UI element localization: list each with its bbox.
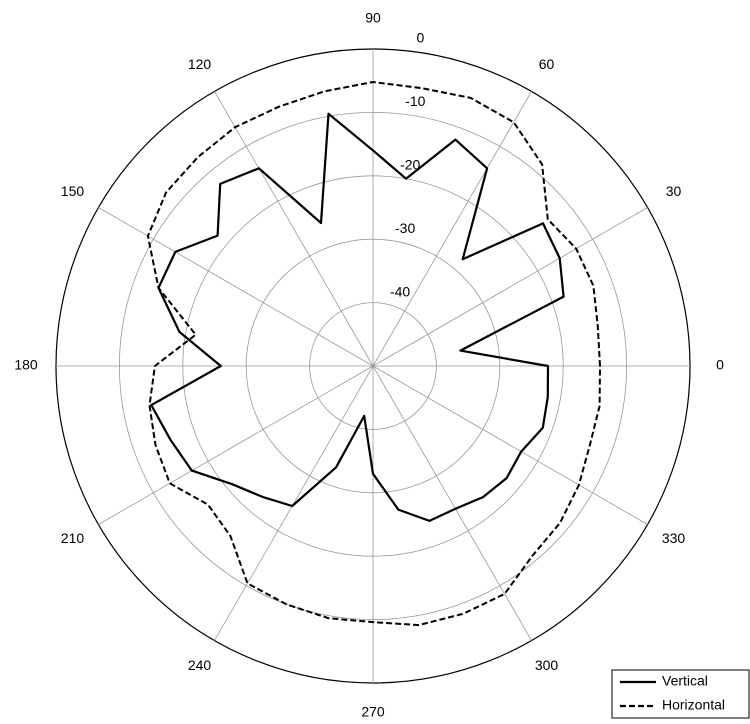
theta-tick-label: 60 (539, 56, 555, 72)
grid-spoke (98, 207, 374, 367)
theta-tick-label: 120 (188, 56, 212, 72)
grid-spoke (372, 365, 648, 525)
theta-tick-label: 330 (662, 530, 686, 546)
theta-tick-label: 300 (535, 657, 559, 673)
grid-spoke (372, 207, 648, 367)
theta-tick-label: 180 (14, 357, 38, 373)
legend-label: Horizontal (662, 697, 725, 713)
theta-tick-label: 0 (716, 357, 724, 373)
theta-tick-label: 270 (361, 704, 385, 720)
grid-spoke (372, 365, 532, 641)
r-tick-label: -30 (395, 220, 415, 236)
legend-box (611, 669, 750, 719)
theta-tick-label: 150 (61, 183, 85, 199)
theta-tick-label: 210 (61, 530, 85, 546)
grid-spoke (98, 365, 374, 525)
theta-tick-label: 90 (365, 10, 381, 26)
legend-label: Vertical (662, 673, 708, 689)
r-tick-label: -10 (405, 93, 425, 109)
r-tick-label: -20 (400, 157, 420, 173)
theta-tick-label: 30 (666, 183, 682, 199)
grid-spoke (214, 91, 374, 367)
theta-tick-label: 240 (188, 657, 212, 673)
r-tick-label: -40 (390, 283, 410, 299)
series-line (146, 81, 601, 627)
series-line (150, 112, 565, 522)
r-tick-label: 0 (416, 30, 424, 46)
grid-spoke (372, 91, 532, 367)
